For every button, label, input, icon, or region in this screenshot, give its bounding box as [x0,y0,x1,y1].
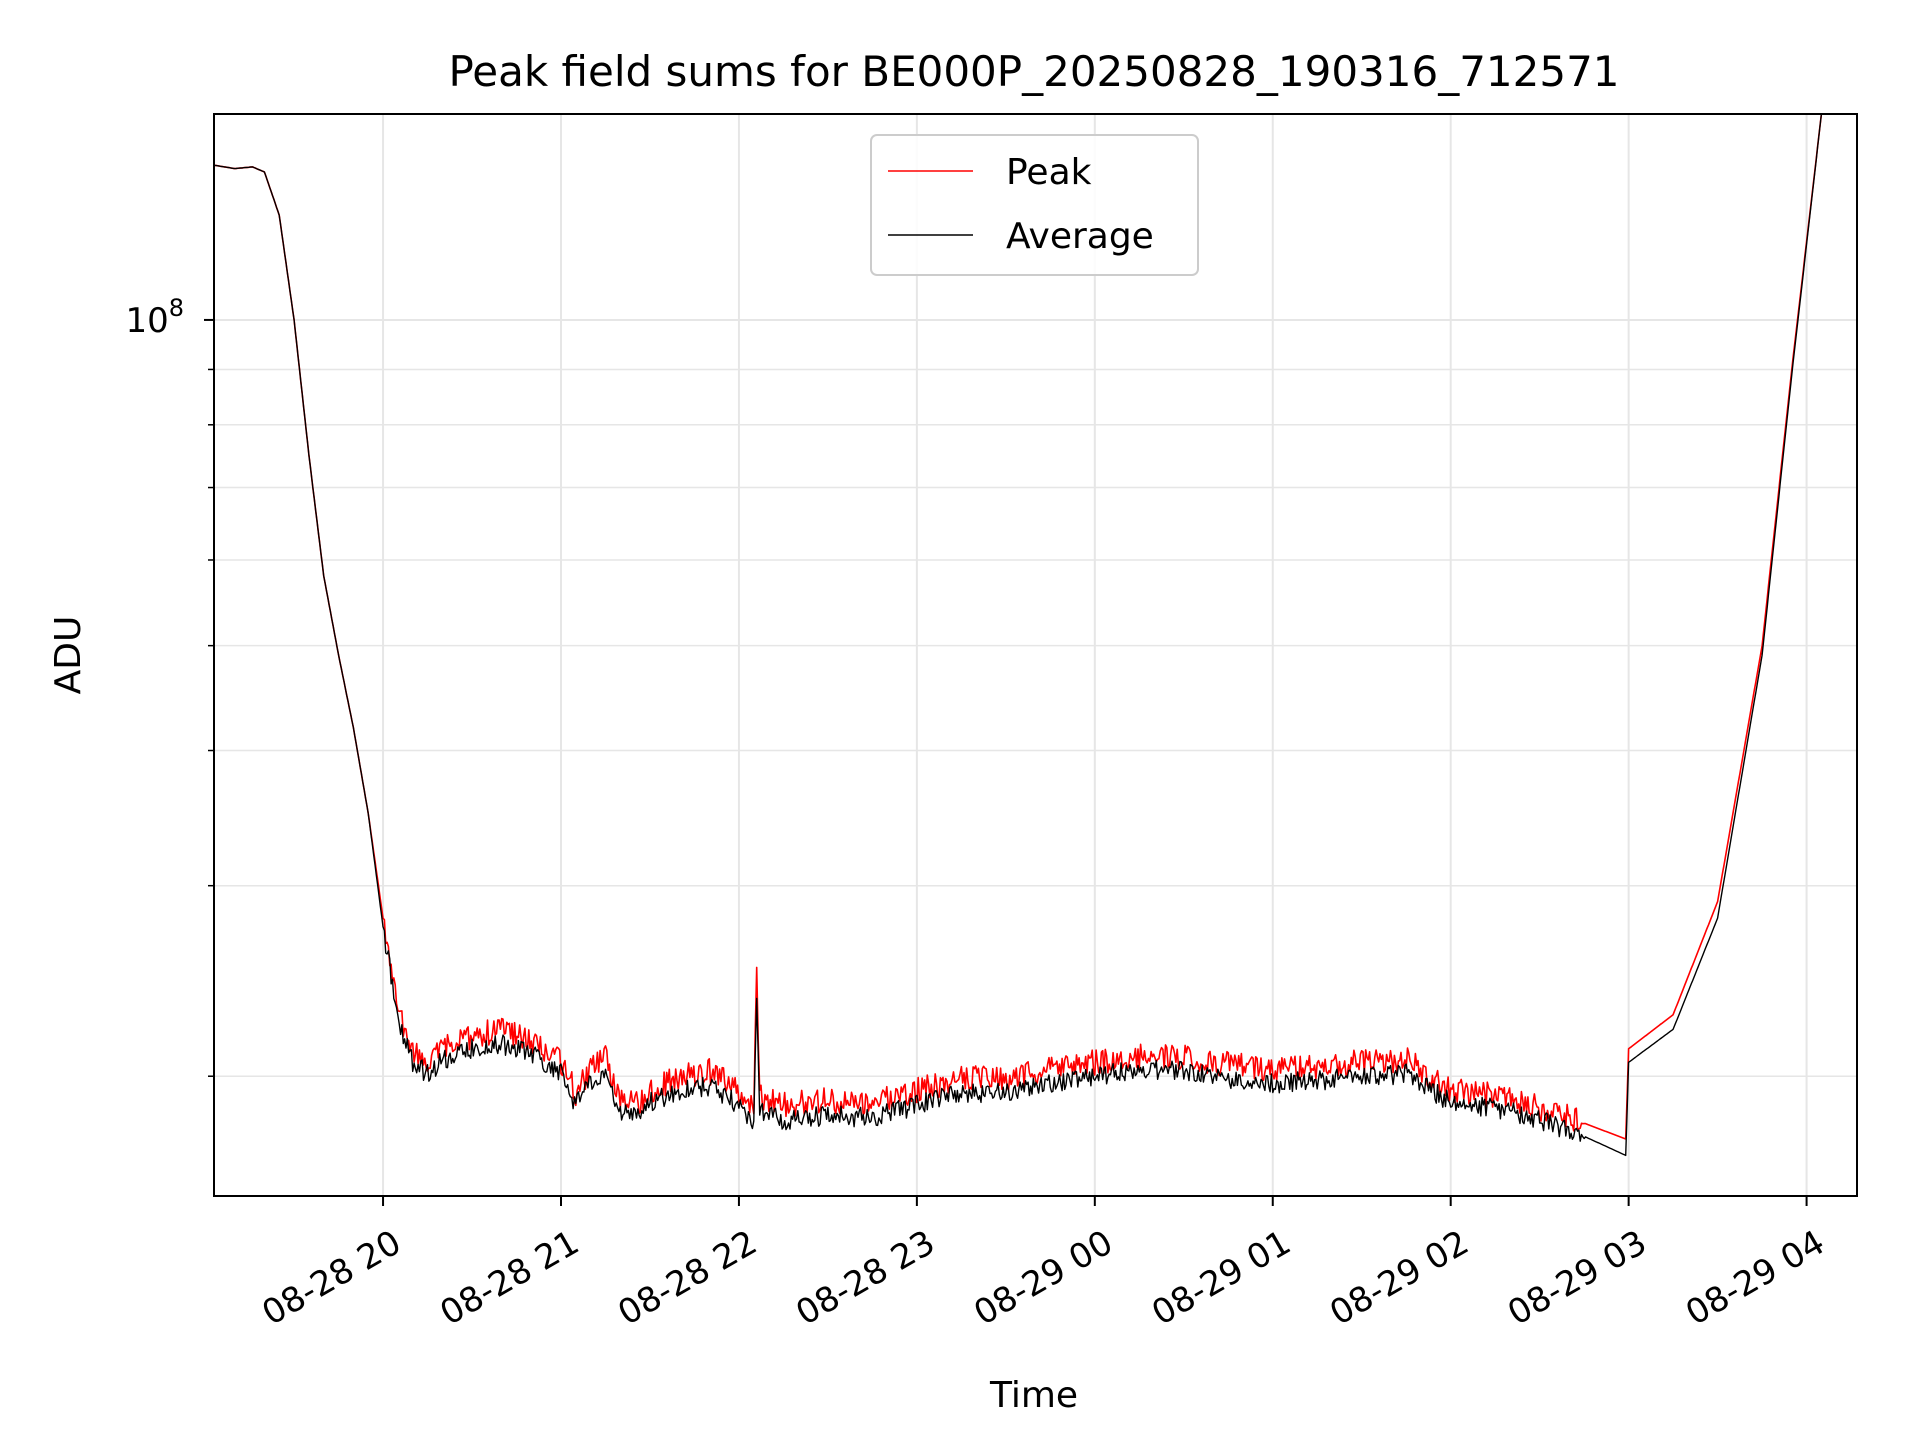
y-axis-ticks: 108 [125,294,214,1077]
legend: Peak Average [870,134,1199,276]
legend-label-average: Average [1006,216,1154,257]
x-axis-label: Time [989,1375,1078,1416]
series-lines [214,114,1823,1157]
chart-title: Peak field sums for BE000P_20250828_1903… [448,47,1619,96]
series-line-peak [214,114,1823,1140]
y-tick-label: 108 [125,294,184,341]
legend-label-peak: Peak [1006,152,1092,193]
y-axis-label: ADU [48,616,89,695]
grid-lines [214,114,1857,1196]
legend-box [870,134,1199,276]
series-line-average [214,114,1823,1157]
plot-frame [213,113,1858,1197]
